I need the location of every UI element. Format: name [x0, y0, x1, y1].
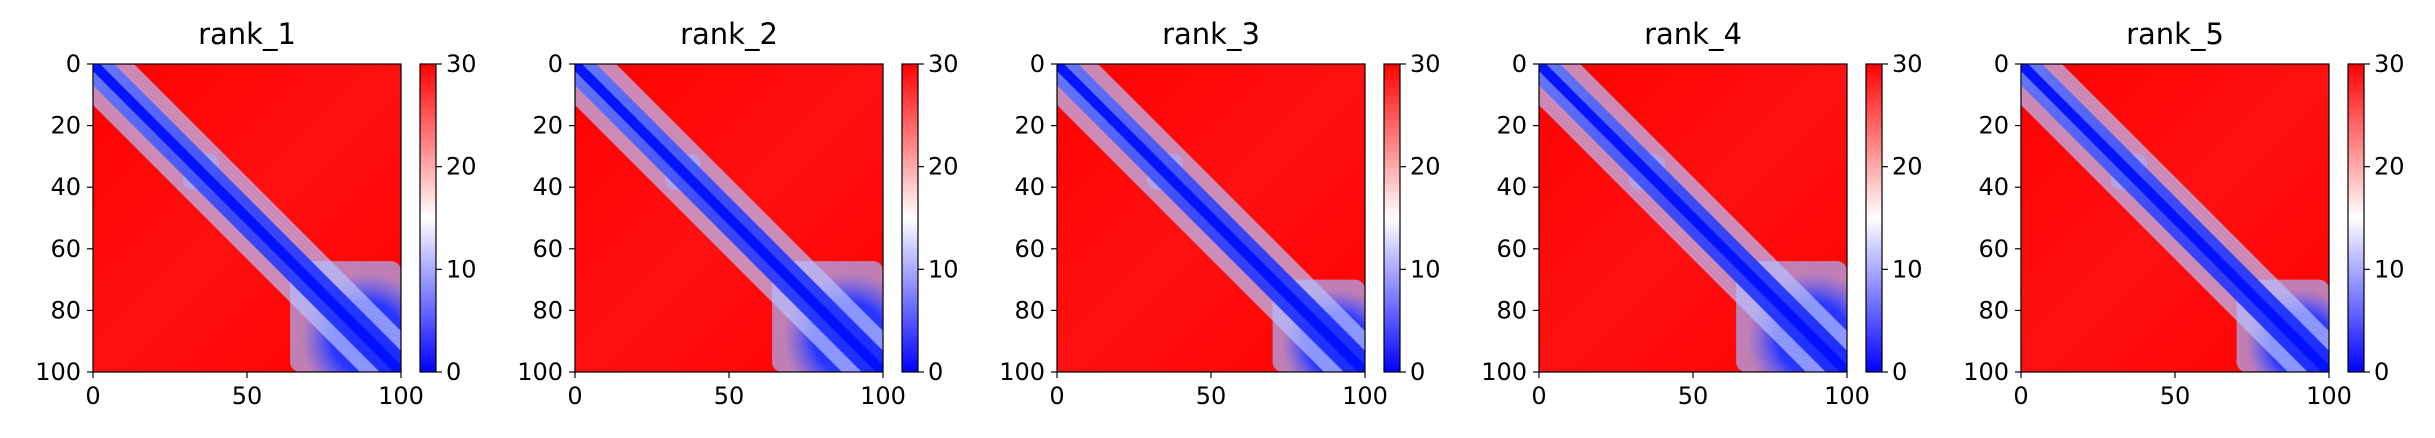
colorbar: [1383, 63, 1401, 373]
colorbar-tick-label: 0: [1410, 358, 1425, 386]
diagonal-core: [1057, 64, 1365, 372]
heatmap-panel-5: rank_5 0 50 100 0 20 40 60 80 100 0 10 20 30: [1928, 0, 2404, 438]
colorbar: [419, 63, 437, 373]
y-tick-label: 80: [532, 296, 563, 324]
chart-title: rank_2: [680, 17, 778, 51]
x-tick-label: 50: [232, 382, 263, 410]
y-tick-label: 100: [35, 358, 81, 386]
y-tick-label: 20: [50, 112, 81, 140]
y-tick-label: 20: [532, 112, 563, 140]
x-tick-label: 100: [1824, 382, 1870, 410]
y-tick-label: 60: [1978, 235, 2009, 263]
heatmap-image: [93, 64, 401, 372]
chart-title: rank_5: [2126, 17, 2224, 51]
y-tick-label: 40: [1014, 173, 1045, 201]
chart-title: rank_1: [198, 17, 296, 51]
y-tick-label: 0: [1512, 50, 1527, 78]
colorbar-tick-label: 10: [928, 255, 959, 283]
colorbar: [2347, 63, 2365, 373]
y-tick-label: 0: [548, 50, 563, 78]
colorbar-tick-label: 30: [928, 50, 959, 78]
y-tick-label: 80: [50, 296, 81, 324]
y-tick-label: 80: [1014, 296, 1045, 324]
heatmap-image: [1057, 64, 1365, 372]
y-tick-label: 0: [66, 50, 81, 78]
diagonal-core: [575, 64, 883, 372]
colorbar-tick-label: 20: [446, 153, 477, 181]
colorbar-tick-label: 20: [1892, 153, 1923, 181]
x-tick-label: 100: [1342, 382, 1388, 410]
colorbar-tick-label: 0: [928, 358, 943, 386]
colorbar-tick-label: 30: [446, 50, 477, 78]
y-tick-label: 40: [50, 173, 81, 201]
colorbar-tick-label: 0: [1892, 358, 1907, 386]
colorbar: [1865, 63, 1883, 373]
y-tick-label: 40: [1496, 173, 1527, 201]
diagonal-core: [2021, 64, 2329, 372]
x-tick-label: 0: [85, 382, 100, 410]
x-tick-label: 50: [1678, 382, 1709, 410]
y-tick-label: 20: [1496, 112, 1527, 140]
colorbar: [901, 63, 919, 373]
colorbar-tick-label: 30: [1410, 50, 1441, 78]
colorbar-tick-label: 0: [446, 358, 461, 386]
x-tick-label: 100: [860, 382, 906, 410]
x-tick-label: 0: [2013, 382, 2028, 410]
y-tick-label: 0: [1030, 50, 1045, 78]
colorbar-tick-label: 30: [1892, 50, 1923, 78]
y-tick-label: 100: [517, 358, 563, 386]
x-tick-label: 50: [1196, 382, 1227, 410]
y-tick-label: 40: [532, 173, 563, 201]
x-tick-label: 100: [378, 382, 424, 410]
y-tick-label: 80: [1978, 296, 2009, 324]
y-tick-label: 60: [50, 235, 81, 263]
y-tick-label: 60: [532, 235, 563, 263]
chart-title: rank_3: [1162, 17, 1260, 51]
y-tick-label: 60: [1496, 235, 1527, 263]
heatmap-panel-3: rank_3 0 50 100 0 20 40 60 80 100 0 10 20 30: [964, 0, 1440, 438]
colorbar-tick-label: 10: [446, 255, 477, 283]
y-tick-label: 20: [1014, 112, 1045, 140]
chart-title: rank_4: [1644, 17, 1742, 51]
y-tick-label: 100: [1481, 358, 1527, 386]
y-tick-label: 0: [1994, 50, 2009, 78]
x-tick-label: 0: [567, 382, 582, 410]
x-tick-label: 50: [714, 382, 745, 410]
x-tick-label: 0: [1049, 382, 1064, 410]
x-tick-label: 100: [2306, 382, 2352, 410]
colorbar-tick-label: 20: [928, 153, 959, 181]
x-tick-label: 0: [1531, 382, 1546, 410]
diagonal-core: [93, 64, 401, 372]
heatmap-image: [2021, 64, 2329, 372]
heatmap-image: [1539, 64, 1847, 372]
colorbar-tick-label: 20: [2374, 153, 2405, 181]
colorbar-tick-label: 10: [1892, 255, 1923, 283]
colorbar-tick-label: 20: [1410, 153, 1441, 181]
y-tick-label: 100: [999, 358, 1045, 386]
colorbar-tick-label: 10: [2374, 255, 2405, 283]
heatmap-image: [575, 64, 883, 372]
heatmap-panel-4: rank_4 0 50 100 0 20 40 60 80 100 0 10 20 30: [1446, 0, 1922, 438]
colorbar-tick-label: 10: [1410, 255, 1441, 283]
y-tick-label: 20: [1978, 112, 2009, 140]
colorbar-tick-label: 0: [2374, 358, 2389, 386]
colorbar-tick-label: 30: [2374, 50, 2405, 78]
x-tick-label: 50: [2160, 382, 2191, 410]
y-tick-label: 80: [1496, 296, 1527, 324]
heatmap-panel-1: rank_1 0 50 100 0 20 40 60 80 100 0 10 20 30: [0, 0, 476, 438]
heatmap-panel-2: rank_2 0 50 100 0 20 40 60 80 100 0 10 20 30: [482, 0, 958, 438]
y-tick-label: 40: [1978, 173, 2009, 201]
y-tick-label: 60: [1014, 235, 1045, 263]
diagonal-core: [1539, 64, 1847, 372]
y-tick-label: 100: [1963, 358, 2009, 386]
